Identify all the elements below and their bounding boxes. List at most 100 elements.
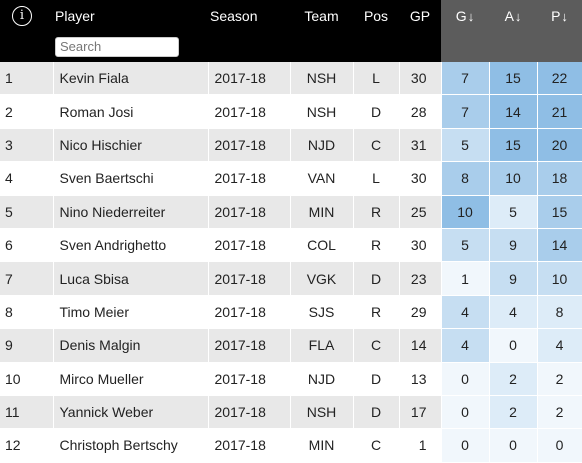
pos-cell: D <box>353 362 400 396</box>
season-cell: 2017-18 <box>208 362 291 396</box>
team-cell: NSH <box>290 62 354 96</box>
assists-cell: 15 <box>489 128 538 163</box>
gp-cell: 30 <box>399 62 442 96</box>
pos-header-label: Pos <box>363 7 389 24</box>
table-row[interactable]: 7 Luca Sbisa 2017-18 VGK D 23 1 9 10 <box>0 261 582 296</box>
gp-cell: 29 <box>399 295 442 330</box>
gp-cell: 31 <box>399 128 442 163</box>
rank-cell: 6 <box>0 228 54 263</box>
a-column-header[interactable]: A↓ <box>489 0 537 31</box>
gp-column-header[interactable]: GP <box>399 0 441 31</box>
gp-cell: 17 <box>399 395 442 430</box>
pos-cell: R <box>353 228 400 263</box>
table-row[interactable]: 6 Sven Andrighetto 2017-18 COL R 30 5 9 14 <box>0 228 582 263</box>
team-cell: SJS <box>290 295 354 330</box>
gp-cell: 30 <box>399 161 442 196</box>
search-input[interactable] <box>55 36 179 57</box>
table-row[interactable]: 10 Mirco Mueller 2017-18 NJD D 13 0 2 2 <box>0 362 582 396</box>
gp-cell: 30 <box>399 228 442 263</box>
pos-cell: D <box>353 94 400 129</box>
gp-cell: 13 <box>399 362 442 396</box>
g-column-header[interactable]: G↓ <box>441 0 489 31</box>
table-row[interactable]: 11 Yannick Weber 2017-18 NSH D 17 0 2 2 <box>0 395 582 430</box>
team-cell: MIN <box>290 195 354 229</box>
pos-cell: R <box>353 295 400 330</box>
table-row[interactable]: 1 Kevin Fiala 2017-18 NSH L 30 7 15 22 <box>0 62 582 96</box>
table-row[interactable]: 8 Timo Meier 2017-18 SJS R 29 4 4 8 <box>0 295 582 330</box>
rank-cell: 11 <box>0 395 54 430</box>
table-row[interactable]: 3 Nico Hischier 2017-18 NJD C 31 5 15 20 <box>0 128 582 163</box>
season-column-header[interactable]: Season <box>208 0 290 31</box>
rank-cell: 8 <box>0 295 54 330</box>
rank-cell: 9 <box>0 328 54 363</box>
pos-cell: C <box>353 428 400 463</box>
g-header-label: G <box>455 7 467 24</box>
season-header-label: Season <box>210 7 258 24</box>
team-cell: VAN <box>290 161 354 196</box>
pos-cell: D <box>353 395 400 430</box>
points-cell: 0 <box>537 428 582 463</box>
assists-cell: 15 <box>489 62 538 96</box>
points-cell: 14 <box>537 228 582 263</box>
assists-cell: 2 <box>489 362 538 396</box>
info-icon[interactable]: i <box>12 5 32 26</box>
team-cell: COL <box>290 228 354 263</box>
gp-cell: 25 <box>399 195 442 229</box>
gp-header-label: GP <box>409 7 431 24</box>
rank-cell: 3 <box>0 128 54 163</box>
season-cell: 2017-18 <box>208 261 291 296</box>
goals-cell: 0 <box>441 428 490 463</box>
points-cell: 10 <box>537 261 582 296</box>
player-cell: Nino Niederreiter <box>53 195 209 229</box>
gp-cell: 23 <box>399 261 442 296</box>
header-row: i Player Season Team Pos GP G↓ A↓ <box>0 0 582 31</box>
goals-cell: 0 <box>441 362 490 396</box>
assists-cell: 2 <box>489 395 538 430</box>
goals-cell: 5 <box>441 128 490 163</box>
points-cell: 18 <box>537 161 582 196</box>
player-cell: Roman Josi <box>53 94 209 129</box>
assists-cell: 9 <box>489 261 538 296</box>
player-cell: Nico Hischier <box>53 128 209 163</box>
points-cell: 22 <box>537 62 582 96</box>
goals-cell: 5 <box>441 228 490 263</box>
season-cell: 2017-18 <box>208 94 291 129</box>
points-cell: 20 <box>537 128 582 163</box>
goals-cell: 10 <box>441 195 490 229</box>
player-cell: Yannick Weber <box>53 395 209 430</box>
sort-down-icon: ↓ <box>514 8 522 24</box>
player-header-label: Player <box>55 7 95 24</box>
sort-down-icon: ↓ <box>467 8 475 24</box>
pos-cell: R <box>353 195 400 229</box>
table-row[interactable]: 9 Denis Malgin 2017-18 FLA C 14 4 0 4 <box>0 328 582 363</box>
table-row[interactable]: 2 Roman Josi 2017-18 NSH D 28 7 14 21 <box>0 94 582 129</box>
p-column-header[interactable]: P↓ <box>537 0 582 31</box>
info-header[interactable]: i <box>0 0 53 31</box>
table-row[interactable]: 5 Nino Niederreiter 2017-18 MIN R 25 10 5 15 <box>0 195 582 229</box>
season-cell: 2017-18 <box>208 62 291 96</box>
pos-column-header[interactable]: Pos <box>353 0 399 31</box>
season-cell: 2017-18 <box>208 328 291 363</box>
goals-cell: 7 <box>441 94 490 129</box>
team-cell: MIN <box>290 428 354 463</box>
assists-cell: 14 <box>489 94 538 129</box>
gp-cell: 14 <box>399 328 442 363</box>
table-row[interactable]: 4 Sven Baertschi 2017-18 VAN L 30 8 10 18 <box>0 161 582 196</box>
player-cell: Luca Sbisa <box>53 261 209 296</box>
assists-cell: 0 <box>489 428 538 463</box>
player-column-header[interactable]: Player <box>53 0 208 31</box>
rank-cell: 10 <box>0 362 54 396</box>
p-header-label: P <box>551 7 561 24</box>
search-cell <box>53 31 208 62</box>
goals-cell: 7 <box>441 62 490 96</box>
team-column-header[interactable]: Team <box>290 0 353 31</box>
gp-cell: 1 <box>399 428 442 463</box>
team-cell: NJD <box>290 128 354 163</box>
season-cell: 2017-18 <box>208 295 291 330</box>
goals-cell: 4 <box>441 295 490 330</box>
points-cell: 2 <box>537 395 582 430</box>
table-row[interactable]: 12 Christoph Bertschy 2017-18 MIN C 1 0 0 0 <box>0 428 582 463</box>
season-cell: 2017-18 <box>208 195 291 229</box>
season-cell: 2017-18 <box>208 161 291 196</box>
search-row <box>0 31 582 62</box>
